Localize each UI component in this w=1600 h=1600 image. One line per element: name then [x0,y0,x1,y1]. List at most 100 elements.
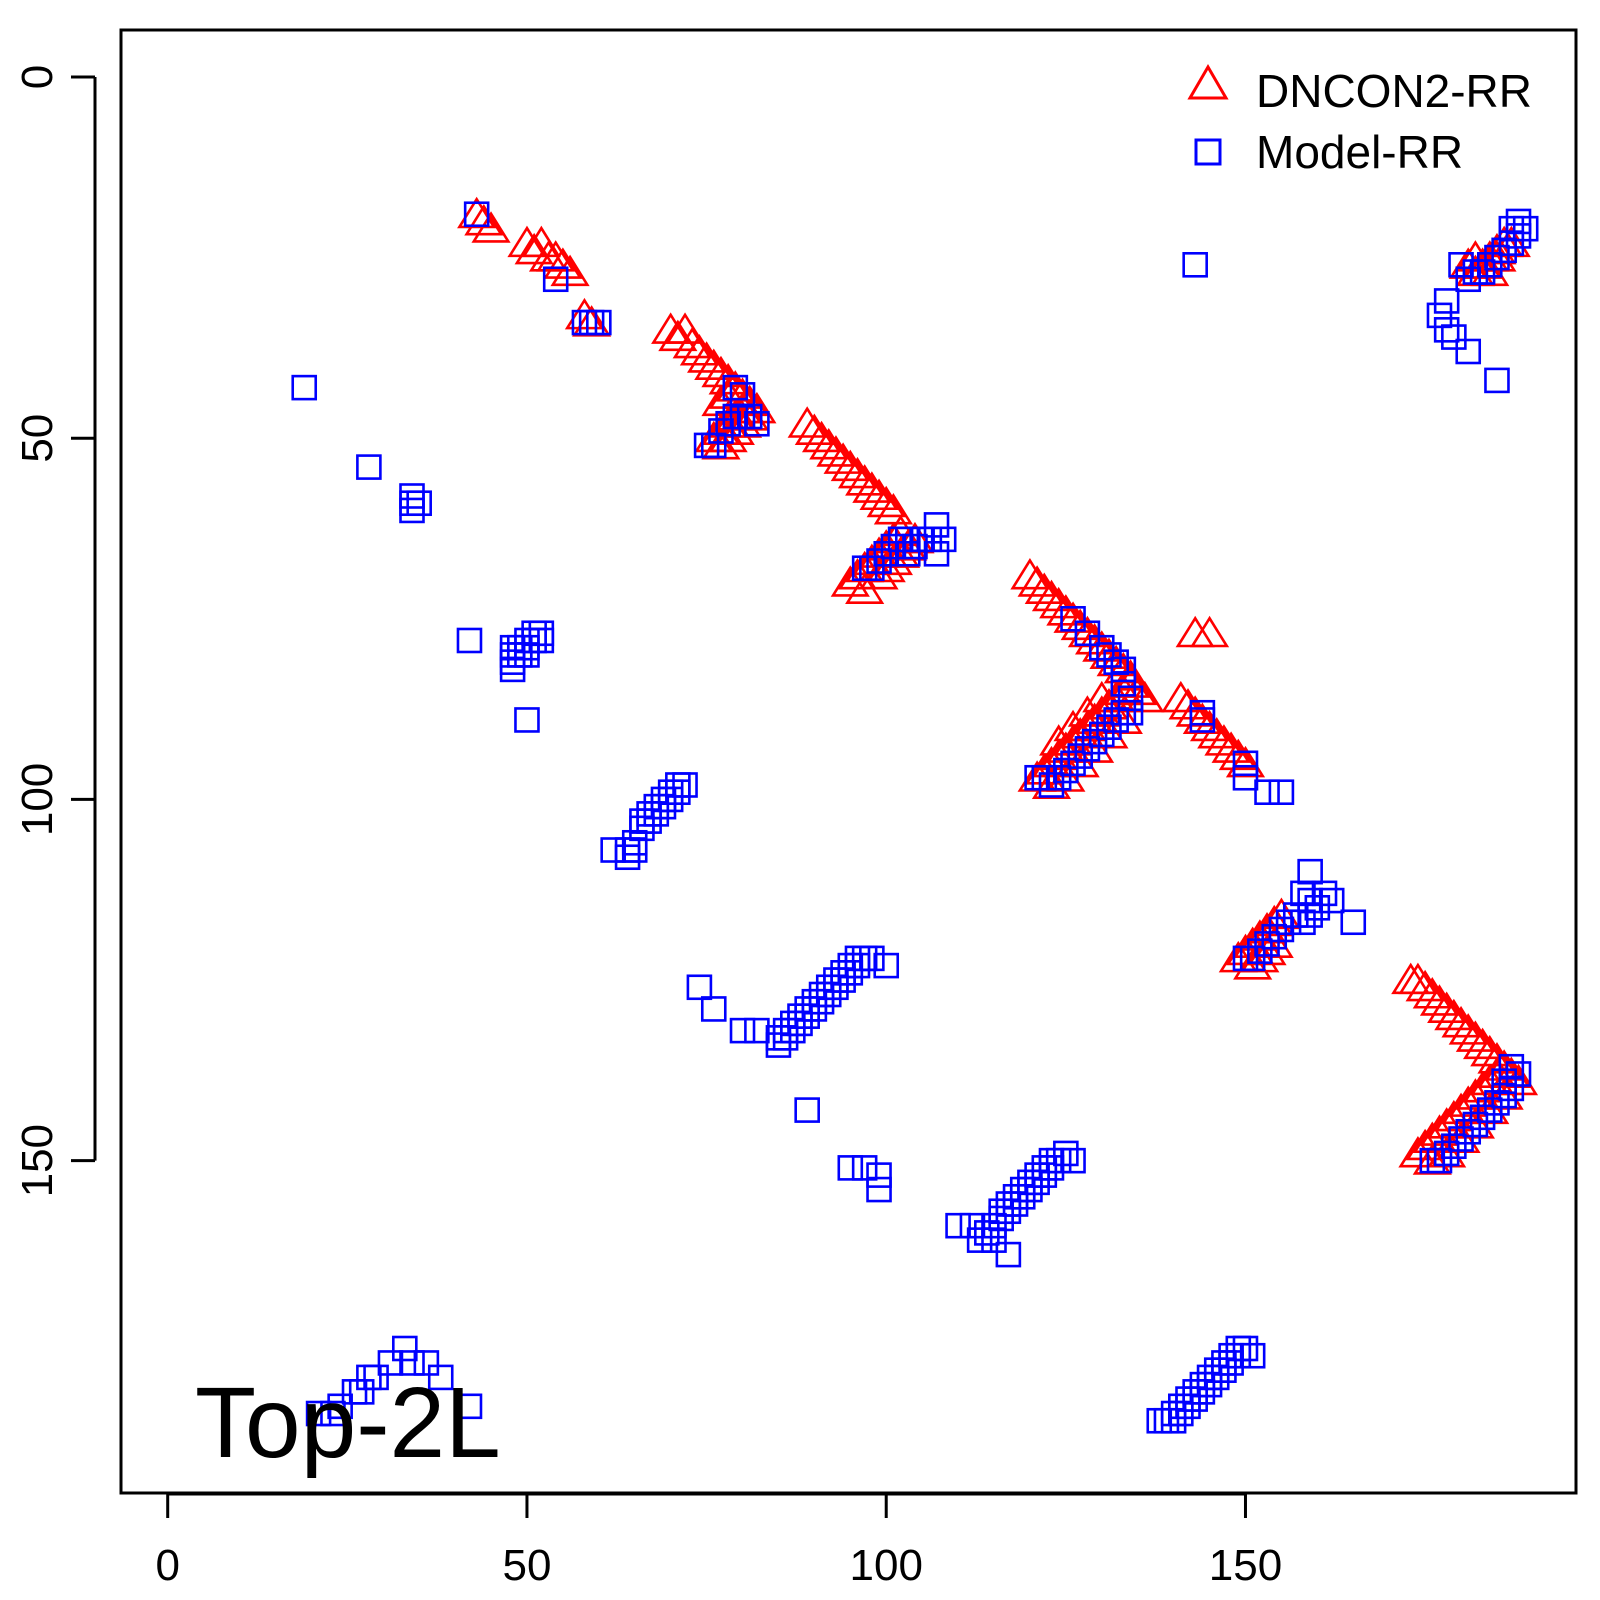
square-point [1189,1379,1216,1405]
triangle-point [1412,977,1452,1009]
square-point [1053,757,1079,784]
triangle-point [787,406,827,438]
square-point [514,627,540,654]
square-point [1290,880,1316,907]
square-point [1096,642,1122,668]
triangle-point [679,334,719,366]
triangle-point [866,550,906,583]
plot-annotation: Top-2L [195,1367,501,1479]
triangle-point [823,442,863,474]
square-point [1038,772,1065,798]
square-point [729,382,756,408]
square-point [1247,938,1273,964]
triangle-point [1161,680,1201,713]
square-point [1002,1191,1029,1217]
triangle-point [794,413,834,446]
square-point [1239,1342,1266,1369]
square-point [1168,1400,1194,1427]
square-point [1203,1357,1230,1383]
square-point [456,1393,483,1420]
square-point [399,497,425,524]
square-point [542,266,569,293]
square-point [406,490,432,517]
triangle-point [672,326,712,359]
square-point [1218,1342,1244,1369]
legend-label-dncon2-rr: DNCON2-RR [1256,65,1532,117]
square-point [356,454,382,480]
triangle-point [1082,680,1122,713]
square-point [801,996,828,1022]
triangle-point [1463,1027,1503,1060]
square-point [1067,743,1094,769]
square-point [499,634,526,661]
square-point [1225,1335,1252,1362]
square-point [1211,1350,1237,1376]
square-point [650,793,677,820]
square-point [1498,215,1525,242]
triangle-point [1434,1099,1474,1132]
square-point [923,512,950,538]
square-point [1053,1140,1079,1167]
square-point [880,533,907,560]
square-point [1282,902,1309,928]
square-point [348,1379,375,1405]
square-point [291,374,318,401]
square-point [1088,634,1115,661]
triangle-point [866,485,906,518]
square-point [765,1025,792,1051]
square-point [514,642,540,668]
square-point [1297,902,1323,928]
square-point [1203,1364,1230,1391]
square-point [1117,685,1144,712]
triangle-point [1448,1085,1488,1117]
square-point [1340,909,1367,936]
square-point [1031,1162,1058,1188]
square-point [823,967,849,993]
y-axis: 0 50 100 150 [13,65,97,1197]
square-point [1290,909,1316,936]
square-point [1002,1183,1029,1210]
triangle-point [1010,558,1050,590]
square-point [1433,317,1460,343]
square-point [1476,1097,1503,1123]
triangle-point [1398,1135,1438,1168]
square-point [1182,252,1208,278]
square-point [1189,1371,1216,1398]
square-point [1175,1386,1201,1412]
triangle-point [1398,962,1438,995]
square-point [1505,1061,1532,1087]
square-point [1469,259,1496,285]
square-point [657,779,684,806]
square-point [1441,324,1467,350]
square-point [851,1155,878,1181]
square-point [981,1227,1007,1253]
square-point [859,555,885,582]
square-point [866,1176,892,1203]
square-point [1261,923,1288,950]
square-point [1455,1118,1482,1145]
square-point [708,418,734,444]
x-tick-label: 50 [502,1541,551,1590]
square-point [528,620,555,647]
square-point [1024,1162,1050,1188]
square-point [499,656,526,683]
triangle-point [1254,904,1294,937]
square-point [1182,1386,1208,1412]
square-point [736,403,763,430]
square-point [1024,1169,1050,1196]
y-tick-label: 0 [13,65,62,89]
triangle-point [464,203,504,236]
square-point [1218,1350,1244,1376]
triangle-point [1463,1070,1503,1103]
triangle-point [687,341,727,373]
square-point [780,1010,806,1037]
square-point [1491,1068,1517,1094]
triangle-point [1189,709,1230,742]
square-point [1189,707,1216,733]
square-point [866,548,892,574]
square-point [1160,1407,1187,1434]
square-point [499,649,526,675]
triangle-point [1204,724,1244,756]
square-point [1275,909,1302,936]
